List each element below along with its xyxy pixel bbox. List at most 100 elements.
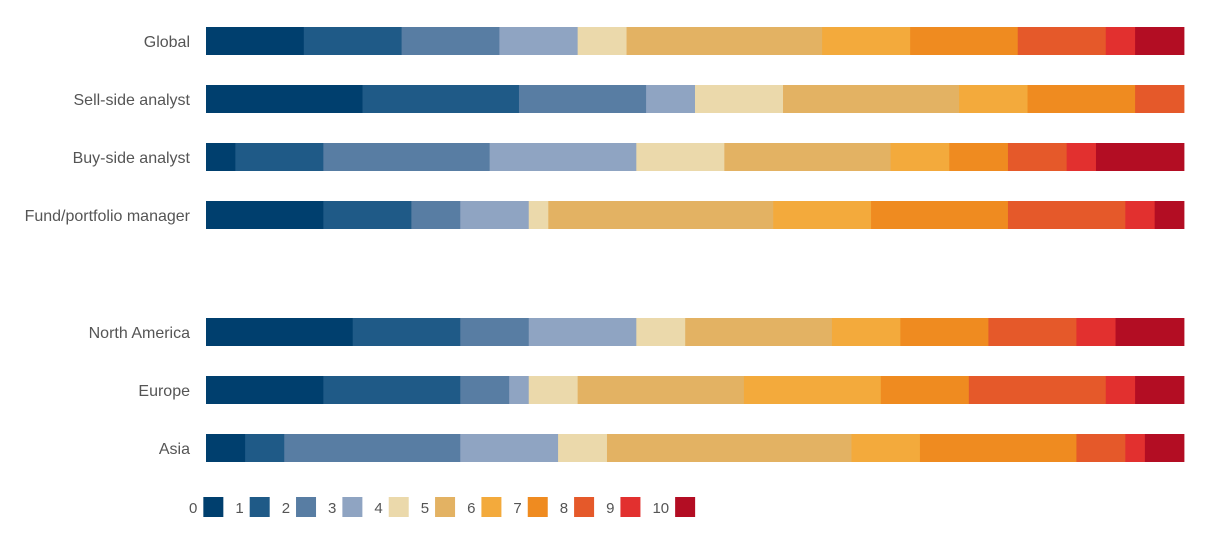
legend-swatch	[296, 497, 317, 517]
bar-segment-3	[489, 143, 637, 171]
bar-segment-5	[606, 434, 852, 462]
bars	[206, 27, 1185, 462]
category-label: Fund/portfolio manager	[25, 208, 191, 225]
bar-segment-8	[1007, 143, 1068, 171]
legend-swatch	[342, 497, 363, 517]
legend-label: 9	[606, 500, 614, 517]
bar-segment-5	[548, 201, 774, 229]
bar-segment-3	[460, 201, 530, 229]
bar-segment-2	[401, 27, 500, 55]
bar-segment-5	[577, 376, 745, 404]
legend-swatch	[481, 497, 502, 517]
bar-segment-7	[949, 143, 1009, 171]
bar-segment-7	[1027, 85, 1136, 113]
bar-segment-4	[528, 376, 579, 404]
legend: 0 1 2 3 4 5 6 7 8 9 10	[189, 497, 696, 517]
bar-segment-1	[235, 143, 324, 171]
bar-segment-5	[724, 143, 891, 171]
bar-segment-8	[968, 376, 1107, 404]
bar-segment-8	[1135, 85, 1185, 113]
legend-swatch	[675, 497, 696, 517]
bar-segment-8	[1007, 201, 1126, 229]
bar-segment-8	[988, 318, 1077, 346]
bar-segment-6	[959, 85, 1028, 113]
bar-segment-6	[831, 318, 901, 346]
bar-segment-5	[626, 27, 823, 55]
category-label: Europe	[138, 383, 190, 400]
bar-segment-4	[695, 85, 784, 113]
bar-segment-4	[558, 434, 608, 462]
bar-segment-1	[323, 376, 461, 404]
bar-segment-9	[1125, 434, 1146, 462]
legend-label: 6	[467, 500, 475, 517]
bar-segment-2	[518, 85, 647, 113]
bar-segment-10	[1154, 201, 1185, 229]
bar-segment-1	[245, 434, 285, 462]
bar-segment-7	[880, 376, 970, 404]
bar-segment-4	[528, 201, 549, 229]
bar-segment-10	[1135, 376, 1185, 404]
bar-segment-0	[206, 318, 354, 346]
bar-segment-7	[900, 318, 989, 346]
bar-segment-7	[871, 201, 1009, 229]
bar-segment-9	[1105, 376, 1136, 404]
bar-segment-2	[460, 376, 510, 404]
bar-segment-7	[910, 27, 1019, 55]
bar-segment-4	[636, 318, 686, 346]
bar-segment-3	[646, 85, 696, 113]
bar-segment-3	[528, 318, 637, 346]
bar-segment-0	[206, 85, 363, 113]
category-labels: Global Sell-side analyst Buy-side analyst F…	[25, 34, 191, 458]
bar-segment-9	[1076, 318, 1116, 346]
legend-label: 2	[282, 500, 290, 517]
bar-segment-3	[509, 376, 530, 404]
bar-segment-0	[206, 143, 236, 171]
legend-label: 1	[235, 500, 243, 517]
bar-segment-6	[743, 376, 882, 404]
legend-label: 3	[328, 500, 336, 517]
bar-segment-6	[773, 201, 872, 229]
bar-segment-1	[362, 85, 520, 113]
bar-segment-0	[206, 27, 305, 55]
bar-segment-9	[1125, 201, 1156, 229]
legend-swatch	[527, 497, 548, 517]
legend-label: 4	[374, 500, 382, 517]
bar-segment-10	[1135, 27, 1185, 55]
bar-segment-2	[284, 434, 461, 462]
bar-segment-6	[822, 27, 911, 55]
legend-label: 7	[513, 500, 521, 517]
bar-segment-1	[352, 318, 461, 346]
category-label: Global	[144, 34, 190, 51]
bar-segment-0	[206, 201, 324, 229]
bar-segment-1	[323, 201, 412, 229]
bar-segment-5	[783, 85, 960, 113]
bar-segment-10	[1144, 434, 1185, 462]
bar-segment-2	[323, 143, 491, 171]
bar-segment-7	[919, 434, 1077, 462]
bar-segment-6	[851, 434, 921, 462]
bar-segment-10	[1095, 143, 1185, 171]
legend-label: 0	[189, 500, 197, 517]
legend-swatch	[620, 497, 641, 517]
legend-label: 8	[560, 500, 568, 517]
bar-segment-4	[577, 27, 627, 55]
legend-swatch	[249, 497, 270, 517]
bar-segment-5	[685, 318, 833, 346]
legend-swatch	[203, 497, 224, 517]
legend-swatch	[435, 497, 456, 517]
bar-segment-3	[499, 27, 579, 55]
category-label: Sell-side analyst	[74, 92, 191, 109]
bar-segment-3	[460, 434, 559, 462]
category-label: North America	[89, 325, 190, 342]
bar-segment-0	[206, 434, 246, 462]
bar-segment-8	[1017, 27, 1107, 55]
bar-segment-2	[411, 201, 461, 229]
bar-segment-9	[1105, 27, 1136, 55]
bar-segment-0	[206, 376, 324, 404]
legend-label: 10	[652, 500, 669, 517]
bar-segment-1	[303, 27, 402, 55]
bar-segment-10	[1115, 318, 1185, 346]
bar-segment-2	[460, 318, 530, 346]
legend-swatch	[574, 497, 595, 517]
